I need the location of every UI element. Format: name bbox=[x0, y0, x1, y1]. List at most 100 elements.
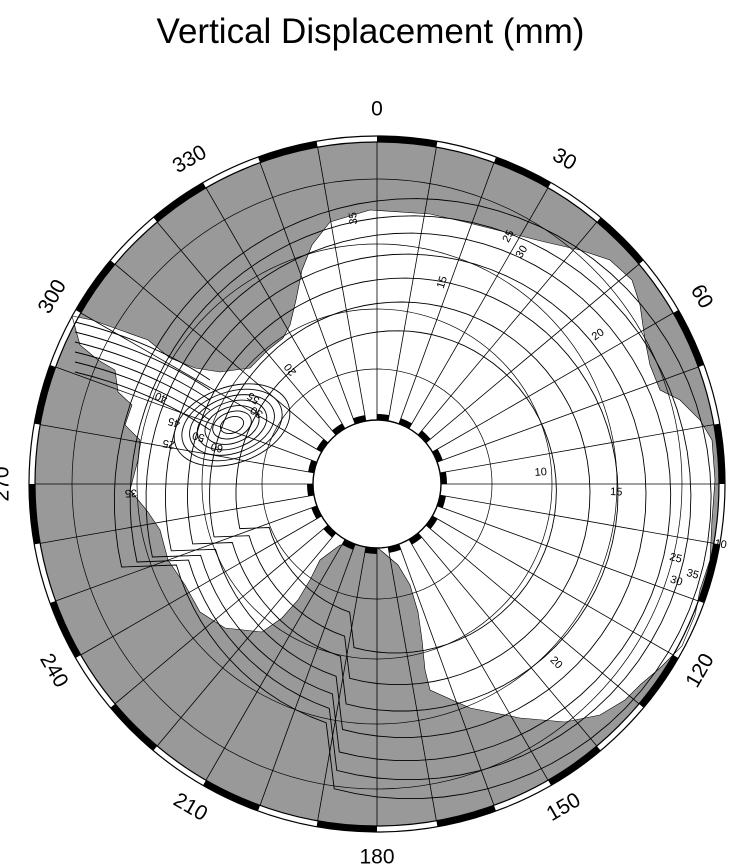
inner-frame-segment bbox=[432, 449, 443, 463]
meridian-line bbox=[437, 366, 699, 463]
meridian-line bbox=[417, 221, 598, 436]
outer-frame-segment bbox=[110, 703, 158, 751]
contour-line bbox=[74, 341, 211, 401]
contour-label: 15 bbox=[610, 486, 623, 498]
meridian-line bbox=[432, 515, 674, 656]
longitude-label: 180 bbox=[359, 846, 394, 865]
graticule bbox=[35, 142, 719, 826]
inner-frame-segment bbox=[311, 505, 322, 519]
contour-label: 55 bbox=[245, 389, 262, 406]
inner-frame-segment bbox=[342, 539, 356, 550]
contour-label: 15 bbox=[435, 275, 450, 290]
meridian-line bbox=[205, 187, 346, 429]
meridian-line bbox=[156, 221, 337, 436]
inner-frame-segment bbox=[308, 460, 317, 473]
outer-frame-segment bbox=[547, 745, 601, 786]
meridian-line bbox=[40, 424, 315, 474]
contour-label: 35 bbox=[685, 567, 700, 582]
meridian-line bbox=[387, 546, 437, 821]
inner-frame-segment bbox=[323, 525, 336, 538]
contour-label: 25 bbox=[500, 228, 516, 244]
longitude-label: 330 bbox=[169, 141, 211, 178]
meridian-line bbox=[205, 539, 346, 781]
meridian-line bbox=[387, 147, 437, 422]
contour-line bbox=[212, 410, 252, 440]
inner-frame-segment bbox=[353, 415, 366, 424]
contour-label: 35 bbox=[125, 486, 138, 498]
inner-frame-segment bbox=[425, 515, 438, 529]
outer-frame-segment bbox=[257, 141, 318, 163]
meridian-line bbox=[317, 147, 367, 422]
meridian-line bbox=[398, 544, 495, 806]
outer-frame-segment bbox=[713, 423, 725, 485]
pole-hole bbox=[312, 419, 442, 549]
meridian-line bbox=[425, 524, 640, 705]
contour-label: 30 bbox=[514, 244, 531, 261]
contour-line bbox=[74, 321, 211, 381]
inner-frame-segment bbox=[376, 414, 390, 421]
meridian-line bbox=[437, 505, 699, 602]
contour-label: 20 bbox=[282, 361, 299, 378]
contour-label: 50 bbox=[191, 429, 206, 444]
meridian-line bbox=[417, 532, 598, 747]
meridian-line bbox=[259, 544, 356, 806]
meridian-line bbox=[80, 312, 322, 453]
meridian-line bbox=[114, 524, 329, 705]
inner-frame-segment bbox=[364, 547, 378, 554]
inner-frame-segment bbox=[398, 418, 412, 429]
outer-frame-segment bbox=[638, 654, 679, 708]
outer-frame-segment bbox=[29, 483, 41, 545]
inner-frame-segment bbox=[307, 483, 314, 497]
inner-frame-segment bbox=[437, 495, 446, 508]
contour-label: 25 bbox=[162, 437, 176, 451]
inner-frame-segment bbox=[316, 439, 329, 453]
contour-line bbox=[74, 361, 211, 421]
meridian-line bbox=[408, 539, 549, 781]
longitude-label: 210 bbox=[170, 788, 212, 825]
parallel-circle bbox=[71, 178, 683, 790]
inner-frame-segment bbox=[440, 471, 447, 485]
outer-frame-segment bbox=[436, 805, 497, 827]
outer-frame-segment bbox=[203, 780, 261, 812]
meridian-line bbox=[114, 263, 329, 444]
meridian-line bbox=[55, 366, 317, 463]
meridian-line bbox=[425, 263, 640, 444]
meridian-line bbox=[439, 424, 714, 474]
meridian-line bbox=[40, 494, 315, 544]
outer-frame-segment bbox=[698, 543, 720, 604]
outer-frame-segment bbox=[75, 260, 116, 314]
longitude-label: 300 bbox=[34, 276, 71, 318]
contour-label: 10 bbox=[713, 538, 727, 552]
outer-frame-segment bbox=[376, 136, 438, 148]
meridian-line bbox=[398, 162, 495, 424]
contour-line bbox=[74, 351, 211, 411]
meridian-line bbox=[408, 187, 549, 429]
contour-label: 60 bbox=[210, 440, 225, 454]
map-title: Vertical Displacement (mm) bbox=[156, 12, 585, 51]
contour-line bbox=[74, 331, 211, 391]
inner-frame-segment bbox=[408, 532, 422, 545]
longitude-label: 240 bbox=[35, 650, 72, 692]
meridian-line bbox=[80, 515, 322, 656]
contour-label: 10 bbox=[534, 466, 547, 479]
contour-line bbox=[189, 394, 275, 456]
meridian-line bbox=[439, 494, 714, 544]
outer-frame-segment bbox=[49, 600, 81, 658]
outer-frame-segment bbox=[673, 310, 705, 368]
contour-label: 30 bbox=[248, 404, 265, 421]
contour-label: 40 bbox=[153, 389, 169, 405]
contour-label: 20 bbox=[590, 326, 607, 343]
contour-label: 25 bbox=[668, 551, 683, 566]
inner-frame-segment bbox=[332, 423, 346, 436]
inner-frame-segment bbox=[388, 544, 401, 553]
outer-frame-segment bbox=[316, 820, 378, 832]
longitude-label: 270 bbox=[0, 466, 14, 501]
parallel-circle bbox=[261, 368, 493, 600]
longitude-label: 150 bbox=[543, 788, 585, 825]
contour-label: 45 bbox=[167, 415, 182, 430]
contour-label: 30 bbox=[669, 574, 684, 589]
longitude-label: 60 bbox=[686, 281, 718, 313]
longitude-label: 30 bbox=[549, 143, 581, 175]
